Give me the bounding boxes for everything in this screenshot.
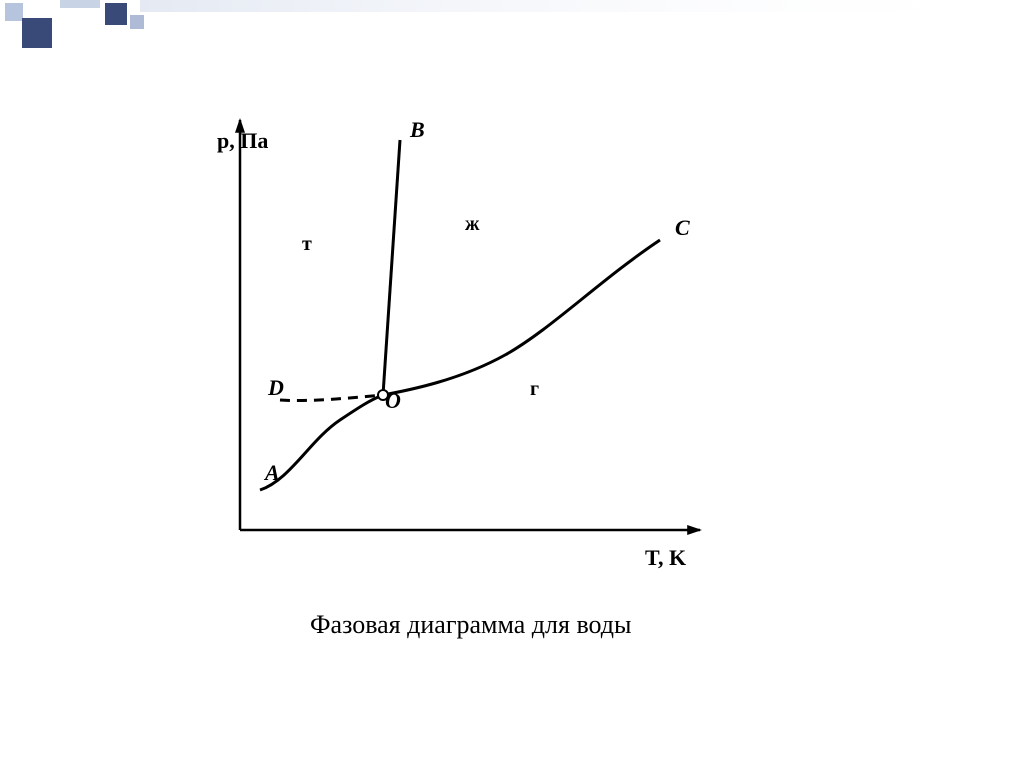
diagram-caption: Фазовая диаграмма для воды: [310, 610, 632, 640]
slide-decoration: [0, 0, 1024, 50]
svg-text:A: A: [263, 460, 280, 485]
svg-text:T, K: T, K: [645, 545, 686, 570]
svg-text:т: т: [302, 233, 312, 255]
phase-diagram: p, Па T, K A B C D Oт ж г: [200, 110, 760, 590]
svg-text:D: D: [267, 375, 284, 400]
svg-text:B: B: [409, 117, 425, 142]
svg-text:C: C: [675, 215, 690, 240]
axes: [235, 118, 702, 535]
svg-text:O: O: [385, 388, 401, 413]
phase-curves: [260, 140, 660, 490]
svg-text:г: г: [530, 378, 539, 400]
svg-text:p, Па: p, Па: [217, 128, 268, 153]
svg-text:ж: ж: [465, 213, 480, 235]
diagram-labels: p, Па T, K A B C D Oт ж г: [217, 117, 690, 570]
